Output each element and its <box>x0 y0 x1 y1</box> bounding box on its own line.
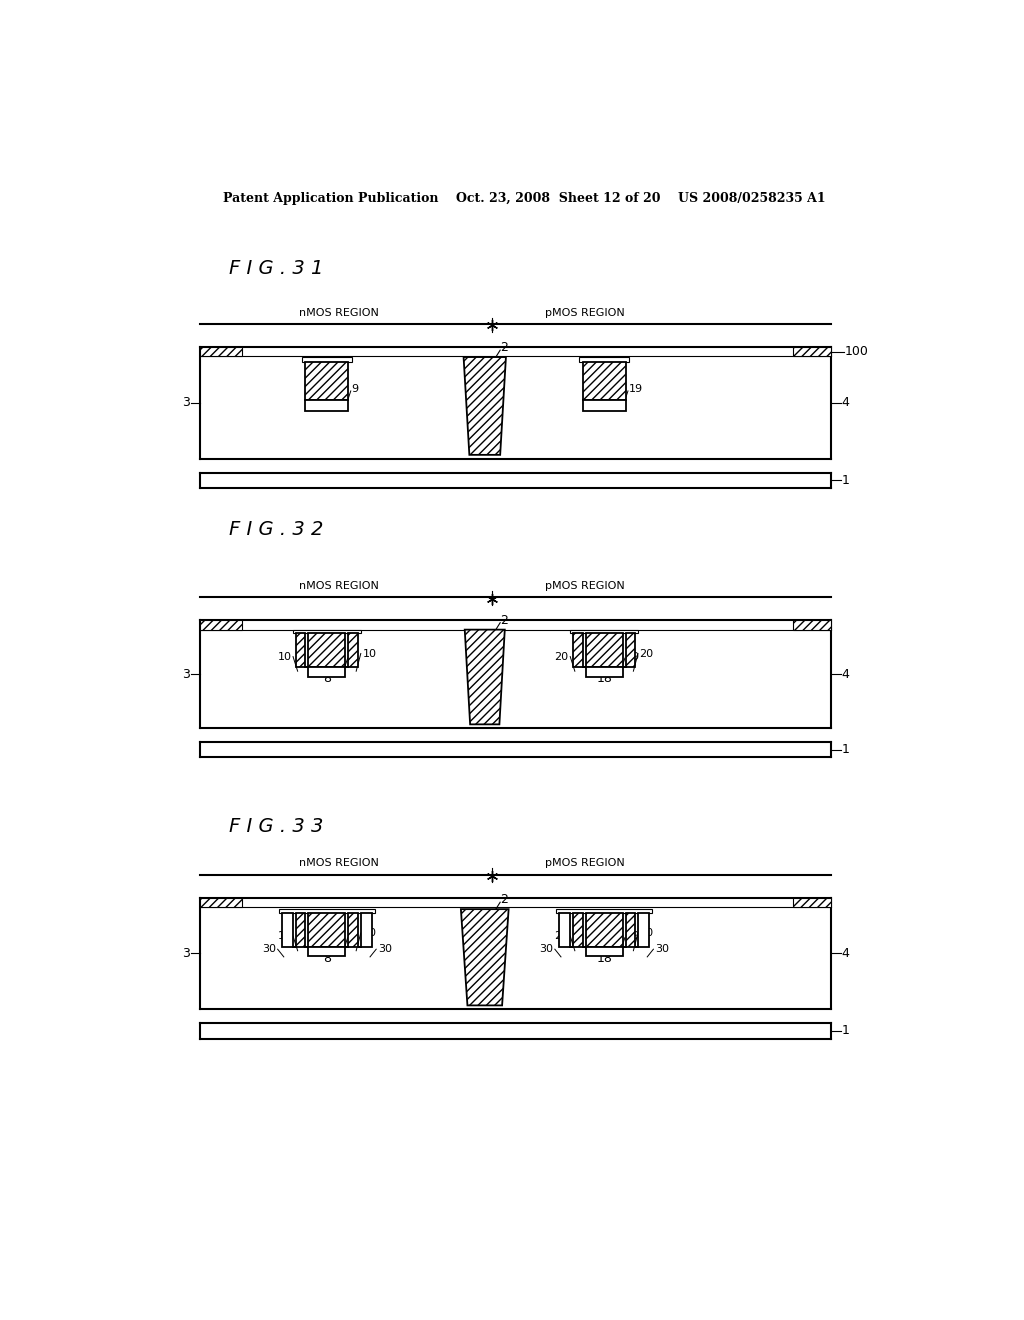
Text: pMOS REGION: pMOS REGION <box>545 308 625 318</box>
Text: 8: 8 <box>323 952 331 965</box>
Polygon shape <box>793 620 831 630</box>
Text: 150: 150 <box>590 379 610 388</box>
Polygon shape <box>200 898 243 907</box>
Text: 20: 20 <box>640 648 653 659</box>
Polygon shape <box>296 913 308 946</box>
Text: 2: 2 <box>500 614 508 627</box>
Text: 100: 100 <box>845 345 869 358</box>
Text: 150: 150 <box>312 379 334 388</box>
Polygon shape <box>465 630 505 725</box>
Polygon shape <box>345 634 357 668</box>
Polygon shape <box>573 913 586 946</box>
Polygon shape <box>305 400 348 411</box>
Polygon shape <box>308 668 345 677</box>
Text: 30: 30 <box>378 944 392 954</box>
Text: 9: 9 <box>348 652 355 661</box>
Text: 9: 9 <box>351 384 358 395</box>
Text: 19: 19 <box>626 652 640 661</box>
Polygon shape <box>308 946 345 956</box>
Text: 4: 4 <box>841 946 849 960</box>
Text: 150: 150 <box>312 645 334 656</box>
Polygon shape <box>573 634 586 668</box>
Text: nMOS REGION: nMOS REGION <box>299 308 379 318</box>
Text: 1: 1 <box>841 1024 849 1038</box>
Text: 8: 8 <box>323 401 331 414</box>
Text: 10: 10 <box>362 928 377 939</box>
Polygon shape <box>583 362 626 400</box>
Text: 8: 8 <box>323 672 331 685</box>
Text: nMOS REGION: nMOS REGION <box>299 581 379 591</box>
Text: 1: 1 <box>841 743 849 756</box>
Polygon shape <box>793 347 831 356</box>
Polygon shape <box>586 634 623 668</box>
Text: 150: 150 <box>590 645 610 656</box>
Polygon shape <box>308 634 345 668</box>
Text: F I G . 3 2: F I G . 3 2 <box>229 520 324 540</box>
Text: 18: 18 <box>596 952 612 965</box>
Text: 10: 10 <box>278 931 292 941</box>
Polygon shape <box>305 362 348 400</box>
Text: 4: 4 <box>841 668 849 681</box>
Text: nMOS REGION: nMOS REGION <box>299 858 379 869</box>
Text: 1: 1 <box>841 474 849 487</box>
Text: 9: 9 <box>348 931 355 941</box>
Polygon shape <box>357 913 372 946</box>
Text: pMOS REGION: pMOS REGION <box>545 581 625 591</box>
Text: 10: 10 <box>362 648 377 659</box>
Polygon shape <box>461 909 509 1006</box>
Text: 30: 30 <box>540 944 553 954</box>
Polygon shape <box>302 358 351 362</box>
Polygon shape <box>200 347 243 356</box>
Text: 2: 2 <box>500 894 508 907</box>
Text: 10: 10 <box>278 652 292 661</box>
Text: 18: 18 <box>596 672 612 685</box>
Polygon shape <box>464 358 506 455</box>
Polygon shape <box>623 634 635 668</box>
Polygon shape <box>308 913 345 946</box>
Polygon shape <box>586 946 623 956</box>
Text: 30: 30 <box>655 944 669 954</box>
Text: 150: 150 <box>590 925 610 935</box>
Text: 19: 19 <box>629 384 643 395</box>
Polygon shape <box>280 909 375 913</box>
Polygon shape <box>570 630 638 634</box>
Text: pMOS REGION: pMOS REGION <box>545 858 625 869</box>
Text: 19: 19 <box>626 931 640 941</box>
Text: 3: 3 <box>182 668 189 681</box>
Text: 20: 20 <box>640 928 653 939</box>
Text: F I G . 3 3: F I G . 3 3 <box>229 817 324 836</box>
Polygon shape <box>345 913 357 946</box>
Text: 18: 18 <box>596 401 612 414</box>
Polygon shape <box>793 898 831 907</box>
Polygon shape <box>293 630 360 634</box>
Polygon shape <box>635 913 649 946</box>
Polygon shape <box>200 620 243 630</box>
Polygon shape <box>583 400 626 411</box>
Polygon shape <box>283 913 296 946</box>
Polygon shape <box>586 913 623 946</box>
Polygon shape <box>556 909 652 913</box>
Polygon shape <box>296 634 308 668</box>
Polygon shape <box>580 358 629 362</box>
Polygon shape <box>559 913 573 946</box>
Text: 2: 2 <box>500 342 508 354</box>
Polygon shape <box>586 668 623 677</box>
Text: 30: 30 <box>262 944 276 954</box>
Text: Patent Application Publication    Oct. 23, 2008  Sheet 12 of 20    US 2008/02582: Patent Application Publication Oct. 23, … <box>223 191 826 205</box>
Text: 150: 150 <box>312 925 334 935</box>
Text: 3: 3 <box>182 396 189 409</box>
Text: 20: 20 <box>555 652 568 661</box>
Text: 3: 3 <box>182 946 189 960</box>
Text: F I G . 3 1: F I G . 3 1 <box>229 259 324 277</box>
Polygon shape <box>623 913 635 946</box>
Text: 20: 20 <box>555 931 568 941</box>
Text: 4: 4 <box>841 396 849 409</box>
